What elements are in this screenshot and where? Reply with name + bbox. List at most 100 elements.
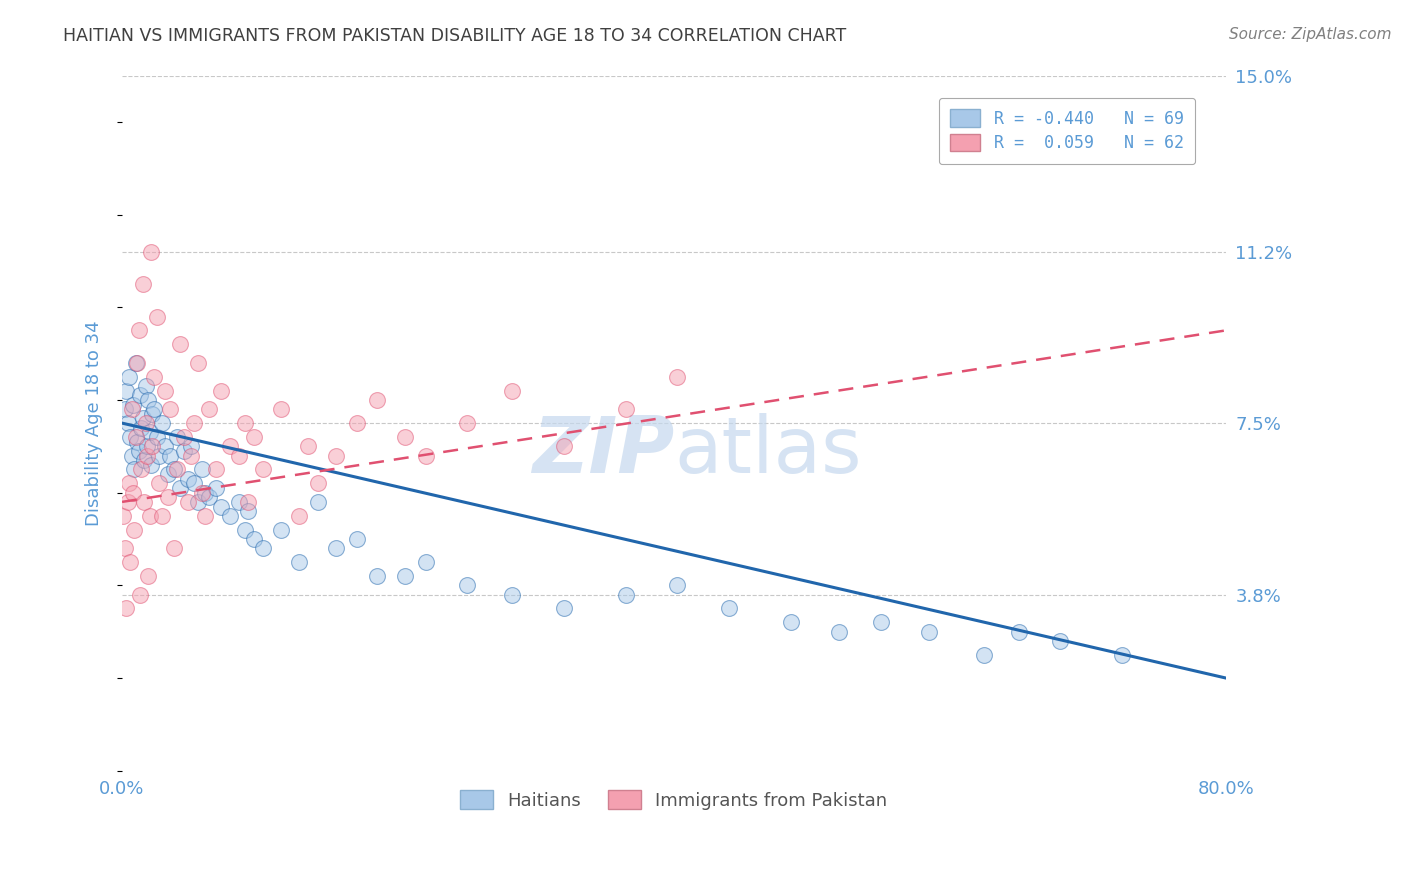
Point: [138, 425, 160, 440]
Point: [198, 490, 221, 504]
Point: [252, 541, 274, 556]
Point: [918, 624, 941, 639]
Point: [243, 532, 266, 546]
Point: [132, 411, 155, 425]
Point: [114, 402, 136, 417]
Point: [145, 430, 167, 444]
Point: [127, 434, 149, 449]
Point: [243, 430, 266, 444]
Point: [139, 244, 162, 259]
Point: [325, 449, 347, 463]
Point: [177, 495, 200, 509]
Point: [218, 439, 240, 453]
Point: [194, 485, 217, 500]
Legend: Haitians, Immigrants from Pakistan: Haitians, Immigrants from Pakistan: [446, 776, 901, 824]
Point: [124, 462, 146, 476]
Text: atlas: atlas: [673, 413, 862, 489]
Point: [501, 588, 523, 602]
Point: [553, 439, 575, 453]
Point: [128, 444, 150, 458]
Point: [159, 402, 181, 417]
Point: [115, 601, 138, 615]
Point: [117, 416, 139, 430]
Point: [150, 416, 173, 430]
Point: [307, 476, 329, 491]
Point: [132, 277, 155, 291]
Point: [169, 337, 191, 351]
Point: [270, 523, 292, 537]
Point: [134, 379, 156, 393]
Point: [233, 523, 256, 537]
Point: [131, 421, 153, 435]
Point: [121, 449, 143, 463]
Point: [173, 444, 195, 458]
Point: [233, 416, 256, 430]
Point: [153, 384, 176, 398]
Point: [136, 392, 159, 407]
Point: [180, 449, 202, 463]
Point: [115, 384, 138, 398]
Point: [142, 402, 165, 417]
Point: [134, 495, 156, 509]
Point: [346, 416, 368, 430]
Point: [139, 458, 162, 472]
Point: [122, 485, 145, 500]
Point: [117, 495, 139, 509]
Point: [270, 402, 292, 417]
Point: [169, 481, 191, 495]
Point: [665, 578, 688, 592]
Point: [145, 310, 167, 324]
Point: [129, 388, 152, 402]
Point: [128, 323, 150, 337]
Point: [118, 476, 141, 491]
Point: [198, 402, 221, 417]
Point: [209, 384, 232, 398]
Point: [120, 430, 142, 444]
Point: [456, 578, 478, 592]
Point: [205, 481, 228, 495]
Point: [135, 449, 157, 463]
Point: [136, 569, 159, 583]
Point: [142, 369, 165, 384]
Point: [614, 588, 637, 602]
Point: [141, 439, 163, 453]
Point: [228, 449, 250, 463]
Point: [194, 508, 217, 523]
Point: [252, 462, 274, 476]
Point: [973, 648, 995, 662]
Point: [665, 369, 688, 384]
Point: [394, 569, 416, 583]
Point: [869, 615, 891, 630]
Point: [150, 508, 173, 523]
Point: [118, 369, 141, 384]
Point: [148, 449, 170, 463]
Point: [614, 402, 637, 417]
Point: [187, 356, 209, 370]
Point: [287, 508, 309, 523]
Point: [131, 462, 153, 476]
Point: [163, 541, 186, 556]
Point: [456, 416, 478, 430]
Point: [346, 532, 368, 546]
Point: [180, 439, 202, 453]
Point: [718, 601, 741, 615]
Point: [191, 462, 214, 476]
Point: [236, 504, 259, 518]
Point: [183, 476, 205, 491]
Point: [366, 392, 388, 407]
Point: [218, 508, 240, 523]
Point: [183, 416, 205, 430]
Point: [125, 356, 148, 370]
Point: [121, 402, 143, 417]
Point: [366, 569, 388, 583]
Point: [236, 495, 259, 509]
Point: [166, 430, 188, 444]
Point: [134, 453, 156, 467]
Point: [205, 462, 228, 476]
Point: [1049, 634, 1071, 648]
Point: [228, 495, 250, 509]
Point: [297, 439, 319, 453]
Point: [122, 398, 145, 412]
Text: HAITIAN VS IMMIGRANTS FROM PAKISTAN DISABILITY AGE 18 TO 34 CORRELATION CHART: HAITIAN VS IMMIGRANTS FROM PAKISTAN DISA…: [63, 27, 846, 45]
Point: [1111, 648, 1133, 662]
